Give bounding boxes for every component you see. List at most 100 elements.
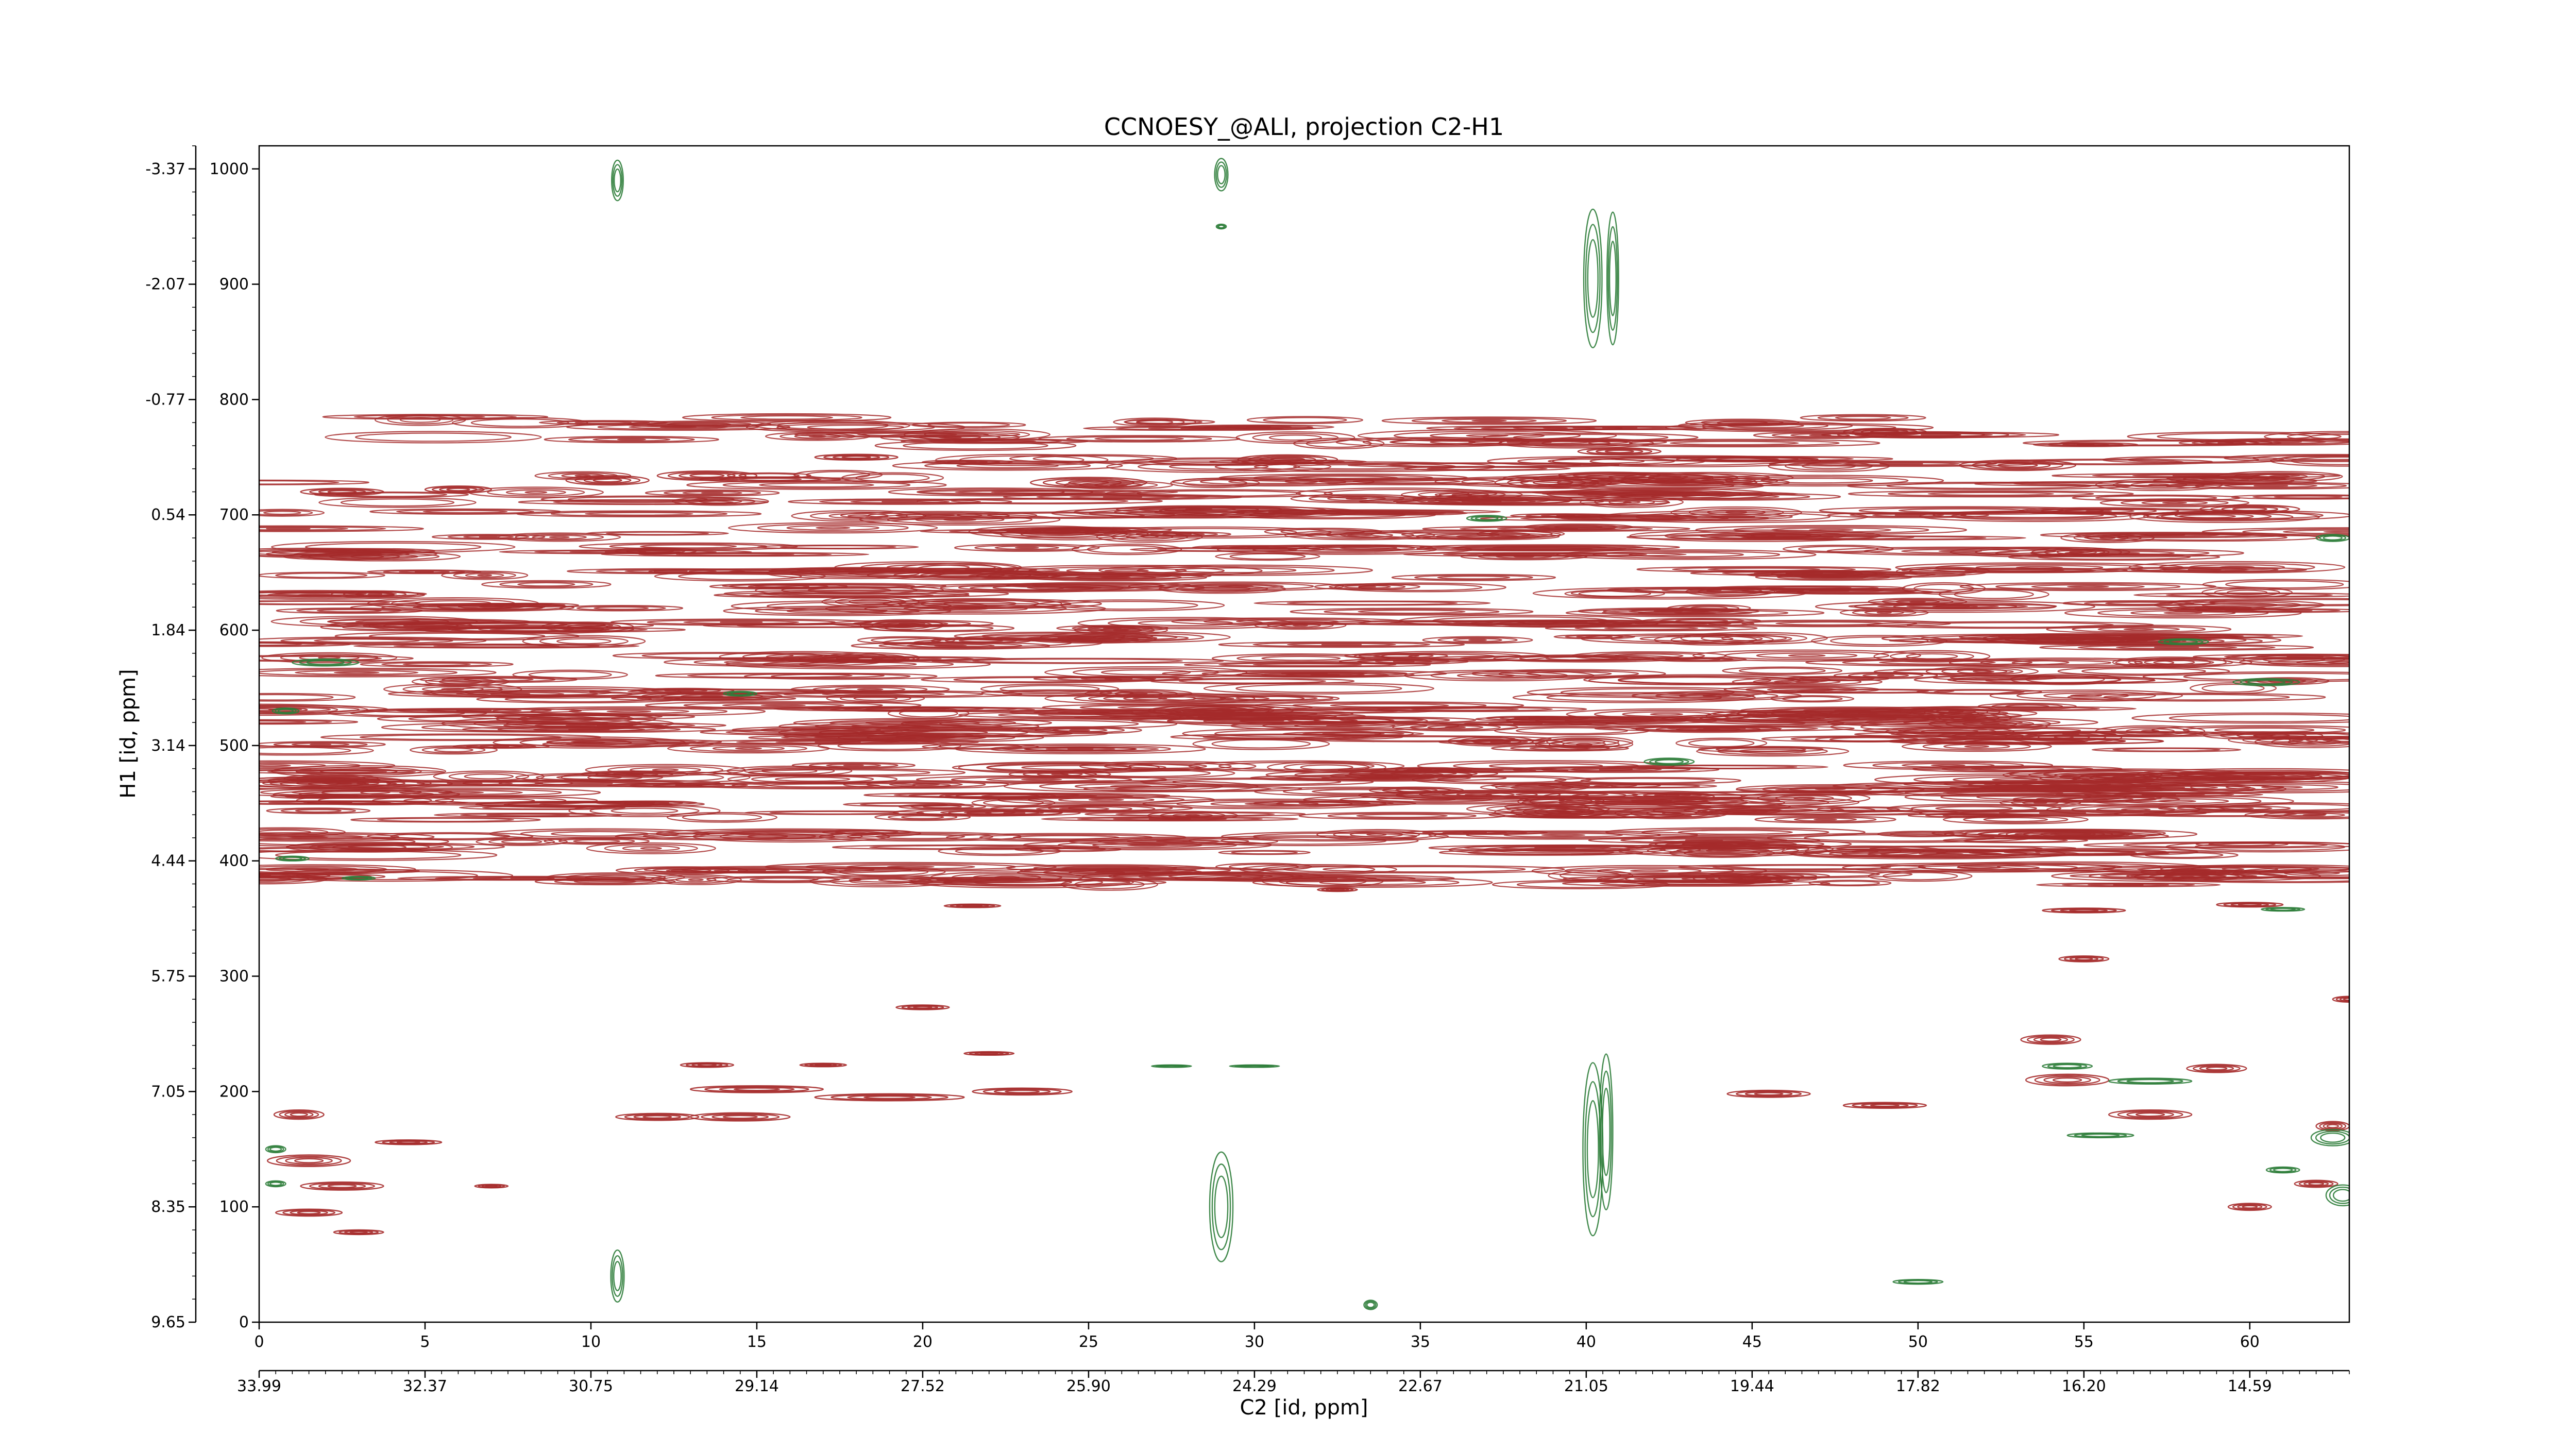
positive-peak-contour: [309, 1182, 375, 1190]
positive-contour-line: [857, 688, 884, 691]
positive-contour-line: [1541, 834, 1586, 837]
positive-contour-line: [261, 652, 397, 664]
positive-contour-line: [2296, 660, 2349, 665]
positive-contour-line: [1603, 608, 1734, 614]
positive-contour-line: [849, 876, 1060, 884]
positive-contour-line: [421, 746, 486, 754]
positive-contour-line: [887, 724, 930, 728]
x-axis-label: C2 [id, ppm]: [1240, 1396, 1368, 1420]
negative-peak-contour: [1214, 158, 1229, 192]
positive-contour-line: [1460, 552, 1588, 561]
positive-contour-line: [771, 673, 911, 679]
positive-contour-line: [935, 453, 1109, 466]
positive-contour-line: [1460, 526, 1653, 531]
positive-contour-line: [437, 603, 546, 610]
positive-contour-line: [748, 584, 809, 588]
negative-peak-contour: [2270, 907, 2296, 911]
positive-contour-line: [1901, 567, 2128, 573]
negative-peak-contour: [2081, 1133, 2120, 1138]
y-ppm-tick-label: -3.37: [145, 160, 185, 178]
positive-contour-line: [1548, 459, 1645, 464]
positive-contour-line: [2323, 530, 2349, 533]
positive-contour-line: [893, 571, 1031, 579]
positive-contour-line: [1448, 844, 1701, 855]
positive-peak-contour: [290, 1210, 328, 1216]
positive-contour-line: [1872, 762, 2024, 769]
positive-contour-line: [1991, 731, 2245, 737]
positive-contour-line: [259, 589, 425, 600]
positive-contour-line: [774, 777, 851, 782]
positive-contour-line: [1059, 807, 1087, 810]
positive-contour-line: [1471, 669, 1666, 679]
positive-contour-line: [683, 620, 800, 625]
positive-contour-line: [2128, 561, 2346, 573]
positive-contour-line: [664, 490, 761, 496]
positive-contour-line: [1618, 677, 1771, 684]
positive-contour-line: [1211, 653, 1391, 664]
positive-contour-line: [1218, 585, 1254, 588]
y-index-tick-label: 200: [219, 1083, 249, 1101]
positive-contour-line: [400, 417, 441, 423]
positive-contour-line: [790, 684, 950, 694]
positive-contour-line: [604, 843, 698, 853]
positive-contour-line: [2072, 494, 2241, 501]
positive-peak-contour: [1042, 478, 1135, 487]
positive-contour-line: [2112, 748, 2221, 752]
positive-contour-line: [1013, 805, 1132, 812]
positive-peak-contour: [1577, 447, 1662, 456]
positive-contour-line: [1510, 746, 1610, 751]
positive-contour-line: [1676, 847, 1770, 854]
x-ppm-tick-label: 30.75: [569, 1377, 613, 1395]
positive-contour-line: [1641, 828, 1829, 836]
positive-contour-line: [1163, 512, 1208, 515]
positive-peak-contour: [318, 489, 366, 495]
positive-contour-line: [1599, 768, 1633, 771]
positive-contour-line: [815, 741, 861, 744]
positive-contour-line: [1466, 831, 1661, 839]
positive-contour-line: [920, 599, 1040, 608]
positive-peak-contour: [814, 1093, 965, 1102]
positive-contour-line: [1707, 878, 1796, 884]
positive-contour-line: [760, 704, 806, 707]
positive-contour-line: [1580, 496, 1684, 508]
positive-contour-line: [1842, 659, 2033, 666]
positive-peak-contour: [689, 1085, 824, 1093]
positive-contour-line: [916, 775, 1167, 784]
positive-contour-line: [267, 777, 381, 783]
positive-contour-line: [1797, 689, 1929, 694]
positive-contour-line: [1605, 827, 1866, 837]
positive-contour-line: [1747, 571, 1967, 578]
positive-contour-line: [259, 719, 359, 725]
positive-contour-line: [1074, 880, 1145, 889]
positive-contour-line: [1534, 528, 1579, 530]
positive-contour-line: [610, 618, 872, 626]
positive-contour-line: [1788, 654, 1826, 657]
positive-contour-line: [2022, 440, 2282, 447]
positive-contour-line: [1564, 589, 1665, 598]
positive-contour-line: [1597, 868, 1702, 874]
positive-contour-line: [1982, 633, 2137, 645]
positive-contour-line: [788, 498, 1012, 505]
positive-peak-contour: [863, 1095, 916, 1100]
positive-contour-line: [1801, 463, 1856, 469]
positive-contour-line: [1964, 745, 1990, 748]
positive-contour-line: [1589, 457, 1784, 466]
positive-contour-line: [866, 781, 986, 788]
positive-contour-line: [259, 590, 427, 597]
negative-peak-contour: [613, 168, 621, 193]
positive-peak-contour: [679, 472, 736, 479]
positive-contour-line: [748, 769, 930, 776]
positive-contour-line: [688, 878, 704, 881]
positive-contour-line: [1653, 838, 1756, 842]
positive-contour-line: [1381, 416, 1597, 425]
positive-contour-line: [1664, 531, 1846, 541]
positive-peak-contour: [1259, 456, 1316, 463]
positive-contour-line: [438, 791, 484, 794]
positive-contour-line: [1280, 623, 1321, 628]
positive-contour-line: [825, 432, 989, 437]
positive-contour-line: [1954, 589, 2034, 599]
positive-contour-line: [759, 482, 874, 488]
positive-contour-line: [457, 604, 525, 609]
positive-contour-line: [259, 636, 487, 645]
positive-contour-line: [766, 567, 945, 579]
